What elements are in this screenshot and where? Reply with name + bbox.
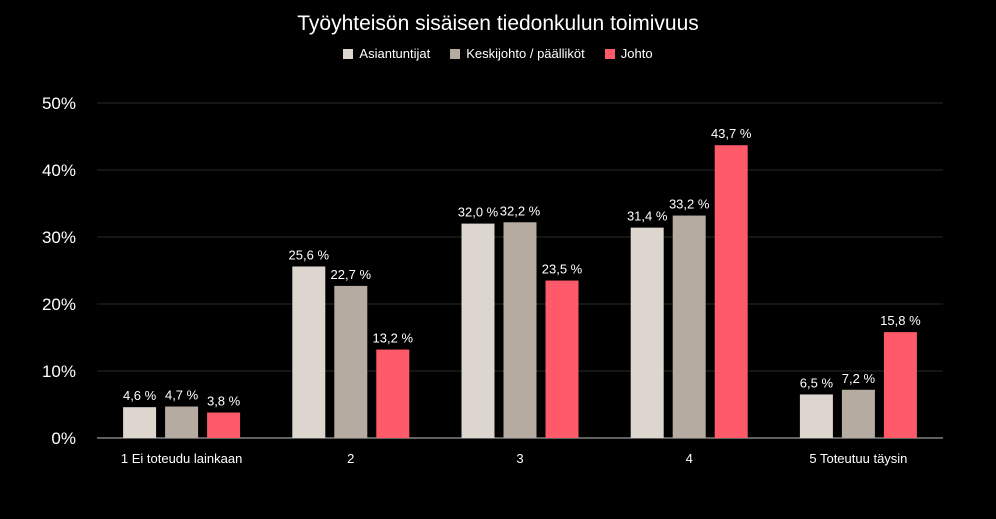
data-label-2-2: 22,7 % — [331, 267, 372, 282]
y-tick-label-0: 0% — [51, 429, 76, 448]
data-label-3-3: 23,5 % — [542, 262, 583, 277]
bar-3-1 — [207, 412, 241, 438]
bar-1-5 — [799, 394, 833, 438]
x-category-label-1: 1 Ei toteudu lainkaan — [121, 451, 242, 466]
y-tick-label-20: 20% — [42, 295, 76, 314]
y-tick-label-10: 10% — [42, 362, 76, 381]
bar-1-4 — [630, 227, 664, 438]
bar-3-3 — [545, 280, 579, 438]
data-label-1-3: 32,0 % — [458, 205, 499, 220]
legend-label-keskijohto: Keskijohto / päälliköt — [466, 46, 585, 61]
data-label-2-5: 7,2 % — [842, 371, 876, 386]
bar-2-3 — [503, 222, 537, 438]
bar-2-1 — [165, 406, 199, 438]
bar-1-1 — [123, 407, 157, 438]
x-category-label-4: 4 — [686, 451, 693, 466]
data-label-3-4: 43,7 % — [711, 126, 752, 141]
legend-item-johto: Johto — [604, 46, 653, 61]
y-tick-label-50: 50% — [42, 94, 76, 113]
bar-1-2 — [292, 266, 326, 438]
data-label-2-3: 32,2 % — [500, 203, 541, 218]
x-category-label-2: 2 — [347, 451, 354, 466]
x-category-label-5: 5 Toteutuu täysin — [809, 451, 907, 466]
data-label-2-4: 33,2 % — [669, 197, 710, 212]
data-label-3-5: 15,8 % — [880, 313, 921, 328]
legend-swatch-keskijohto — [450, 48, 461, 59]
legend-item-keskijohto: Keskijohto / päälliköt — [450, 46, 585, 61]
x-category-label-3: 3 — [516, 451, 523, 466]
data-label-1-2: 25,6 % — [289, 247, 330, 262]
bar-3-5 — [883, 332, 917, 438]
bar-2-2 — [334, 285, 368, 438]
legend-label-asiantuntijat: Asiantuntijat — [359, 46, 431, 61]
chart-legend: Asiantuntijat Keskijohto / päälliköt Joh… — [0, 46, 996, 61]
y-tick-label-40: 40% — [42, 161, 76, 180]
bar-2-5 — [841, 389, 875, 438]
bar-3-2 — [376, 349, 410, 438]
legend-item-asiantuntijat: Asiantuntijat — [343, 46, 430, 61]
bar-2-4 — [672, 215, 706, 438]
legend-swatch-johto — [604, 48, 615, 59]
data-label-1-5: 6,5 % — [800, 375, 834, 390]
legend-swatch-asiantuntijat — [343, 48, 354, 59]
data-label-2-1: 4,7 % — [165, 388, 199, 403]
data-label-1-1: 4,6 % — [123, 388, 157, 403]
data-label-3-2: 13,2 % — [373, 331, 414, 346]
bar-3-4 — [714, 145, 748, 438]
data-label-1-4: 31,4 % — [627, 209, 668, 224]
data-label-3-1: 3,8 % — [207, 394, 241, 409]
bar-1-3 — [461, 223, 495, 438]
legend-label-johto: Johto — [620, 46, 653, 61]
y-tick-label-30: 30% — [42, 228, 76, 247]
chart-title: Työyhteisön sisäisen tiedonkulun toimivu… — [297, 12, 699, 35]
